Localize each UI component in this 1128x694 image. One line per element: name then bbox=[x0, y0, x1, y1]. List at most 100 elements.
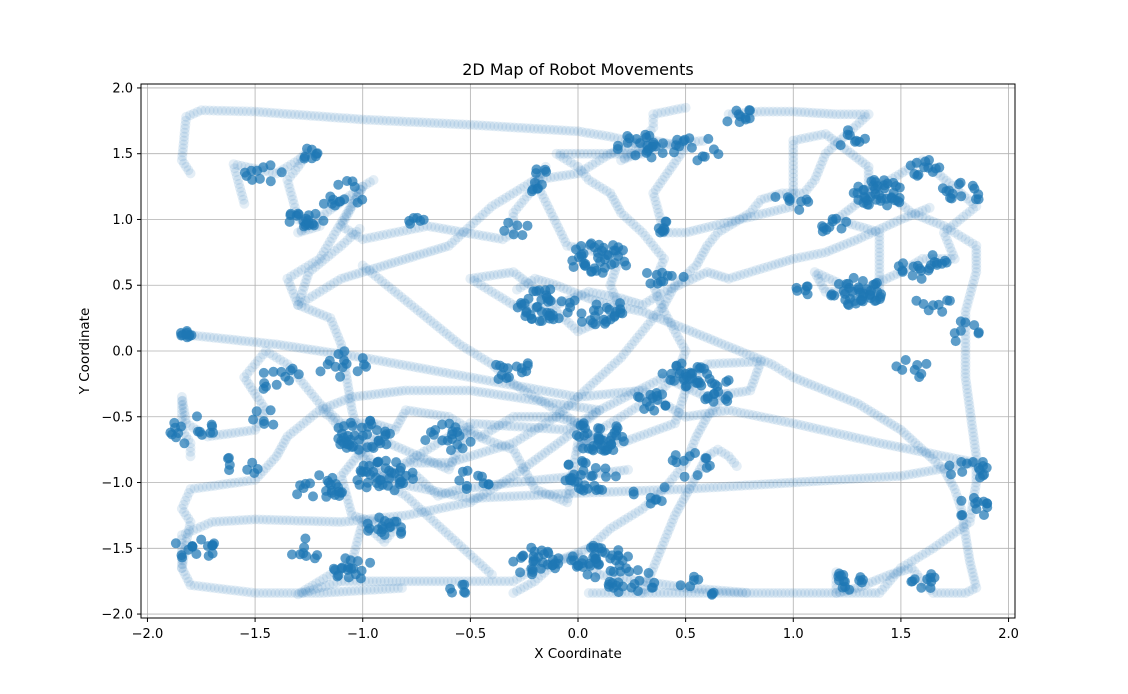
path-point bbox=[183, 513, 194, 524]
path-point bbox=[469, 450, 480, 460]
path-point bbox=[246, 587, 257, 598]
path-point bbox=[958, 211, 969, 222]
path-point bbox=[497, 491, 508, 502]
path-point bbox=[236, 186, 247, 197]
path-point bbox=[626, 510, 637, 521]
path-point bbox=[411, 250, 422, 261]
path-point bbox=[558, 409, 569, 420]
path-point bbox=[314, 588, 325, 598]
path-point bbox=[550, 424, 561, 435]
path-point bbox=[743, 357, 754, 368]
path-point bbox=[477, 492, 488, 503]
cluster-point bbox=[339, 346, 350, 357]
path-point bbox=[707, 234, 718, 245]
path-point bbox=[555, 412, 566, 423]
path-point bbox=[658, 422, 669, 433]
path-point bbox=[441, 367, 452, 378]
path-point bbox=[885, 569, 896, 580]
path-point bbox=[349, 113, 360, 124]
path-point bbox=[325, 400, 336, 411]
path-point bbox=[689, 435, 700, 446]
path-point bbox=[698, 268, 709, 279]
path-point bbox=[881, 221, 892, 231]
path-point bbox=[788, 135, 799, 146]
path-point bbox=[948, 250, 959, 261]
path-point bbox=[598, 183, 609, 194]
cluster-point bbox=[973, 327, 984, 338]
path-point bbox=[931, 218, 942, 229]
path-point bbox=[760, 106, 770, 117]
path-point bbox=[595, 289, 606, 300]
path-point bbox=[274, 108, 284, 119]
cluster-point bbox=[841, 216, 852, 227]
path-point bbox=[854, 154, 865, 165]
path-point bbox=[776, 588, 787, 598]
path-point bbox=[285, 186, 296, 197]
path-point bbox=[246, 425, 257, 436]
path-point bbox=[874, 224, 885, 235]
cluster-point bbox=[206, 419, 217, 430]
path-point bbox=[458, 227, 468, 238]
path-point bbox=[390, 257, 400, 268]
path-point bbox=[358, 390, 369, 401]
path-point bbox=[960, 368, 971, 379]
path-point bbox=[420, 479, 431, 490]
path-point bbox=[178, 135, 189, 146]
path-point bbox=[225, 585, 236, 596]
path-point bbox=[285, 428, 296, 439]
path-point bbox=[668, 324, 679, 335]
path-point bbox=[254, 588, 265, 598]
path-point bbox=[924, 545, 935, 556]
path-point bbox=[546, 423, 557, 434]
path-point bbox=[903, 469, 914, 480]
path-point bbox=[453, 499, 464, 510]
path-point bbox=[807, 588, 818, 598]
path-point bbox=[441, 502, 452, 513]
path-point bbox=[812, 167, 823, 178]
path-point bbox=[967, 238, 978, 249]
path-point bbox=[946, 246, 957, 257]
path-point bbox=[484, 270, 495, 281]
path-point bbox=[282, 175, 293, 185]
cluster-point bbox=[563, 459, 574, 470]
path-point bbox=[461, 492, 472, 503]
path-point bbox=[289, 157, 300, 168]
cluster-point bbox=[925, 260, 936, 271]
path-point bbox=[428, 318, 439, 329]
path-point bbox=[792, 419, 803, 430]
path-point bbox=[653, 306, 664, 317]
path-point bbox=[561, 389, 571, 400]
path-point bbox=[723, 221, 734, 231]
path-point bbox=[696, 421, 707, 432]
path-point bbox=[302, 588, 313, 598]
path-point bbox=[645, 316, 656, 327]
path-point bbox=[297, 110, 308, 121]
path-point bbox=[938, 173, 949, 184]
path-point bbox=[557, 389, 568, 400]
path-point bbox=[562, 284, 573, 295]
path-point bbox=[646, 426, 657, 437]
path-point bbox=[478, 489, 489, 500]
path-point bbox=[426, 221, 437, 232]
path-point bbox=[505, 421, 516, 432]
path-point bbox=[385, 387, 396, 398]
path-point bbox=[394, 226, 405, 237]
path-point bbox=[415, 451, 426, 462]
path-point bbox=[648, 109, 659, 120]
cluster-point bbox=[865, 285, 876, 296]
cluster-point bbox=[586, 266, 597, 277]
path-point bbox=[440, 241, 451, 252]
path-point bbox=[960, 588, 971, 598]
cluster-point bbox=[374, 512, 385, 523]
path-point bbox=[608, 287, 619, 298]
path-point bbox=[772, 588, 783, 598]
path-point bbox=[593, 390, 604, 400]
path-point bbox=[961, 533, 972, 544]
path-point bbox=[565, 414, 576, 424]
path-point bbox=[643, 428, 653, 439]
path-point bbox=[863, 161, 874, 172]
path-point bbox=[560, 237, 571, 248]
cluster-point bbox=[621, 260, 632, 271]
path-point bbox=[182, 532, 193, 543]
path-point bbox=[639, 429, 650, 440]
